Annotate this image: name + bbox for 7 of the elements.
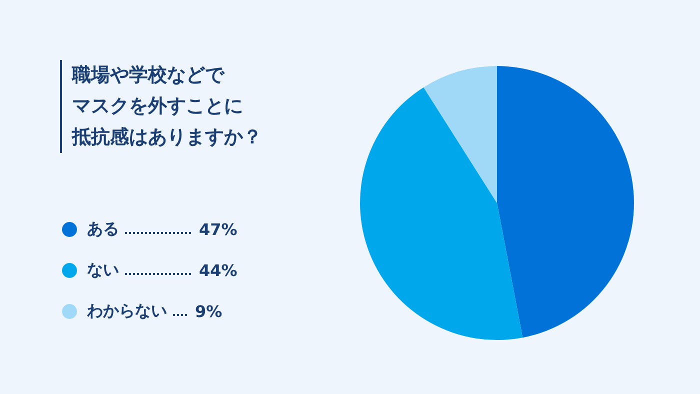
data-label: 9%	[195, 302, 222, 321]
legend-label: ある	[87, 219, 119, 240]
data-label: 47%	[199, 220, 238, 239]
data-label: 44%	[199, 261, 238, 280]
legend-label: わからない	[87, 301, 167, 322]
text: 職場や学校などでマスクを外すことに抵抗感はありますか？	[60, 60, 268, 153]
legend-label: ない	[87, 260, 119, 281]
